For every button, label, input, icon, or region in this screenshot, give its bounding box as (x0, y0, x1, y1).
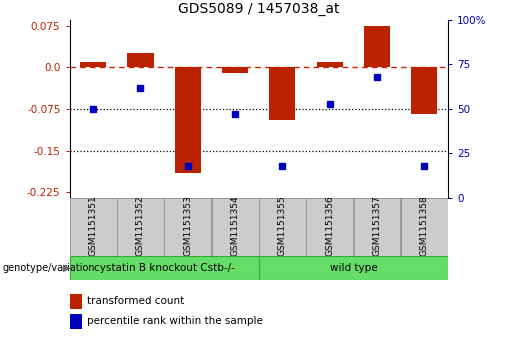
Bar (175, 67, 201, 173)
Text: GSM1151353: GSM1151353 (183, 195, 192, 256)
FancyBboxPatch shape (164, 198, 211, 256)
Text: GSM1151354: GSM1151354 (231, 195, 239, 256)
FancyBboxPatch shape (401, 198, 448, 256)
Text: wild type: wild type (330, 263, 377, 273)
Text: ▶: ▶ (63, 263, 71, 273)
Text: GSM1151352: GSM1151352 (136, 195, 145, 256)
Bar (128, 53, 153, 67)
FancyBboxPatch shape (354, 198, 401, 256)
Bar (222, 67, 248, 73)
FancyBboxPatch shape (70, 256, 259, 280)
Text: GSM1151355: GSM1151355 (278, 195, 287, 256)
FancyBboxPatch shape (212, 198, 259, 256)
FancyBboxPatch shape (259, 256, 448, 280)
Text: GSM1151356: GSM1151356 (325, 195, 334, 256)
Text: transformed count: transformed count (87, 296, 184, 306)
Text: cystatin B knockout Cstb-/-: cystatin B knockout Cstb-/- (94, 263, 235, 273)
Bar (80, 62, 106, 67)
Text: percentile rank within the sample: percentile rank within the sample (87, 316, 263, 326)
Bar (411, 67, 437, 114)
Bar (269, 67, 296, 120)
Text: GSM1151358: GSM1151358 (420, 195, 429, 256)
FancyBboxPatch shape (117, 198, 164, 256)
Text: GSM1151357: GSM1151357 (372, 195, 382, 256)
Text: GSM1151351: GSM1151351 (89, 195, 98, 256)
FancyBboxPatch shape (70, 198, 116, 256)
Bar (317, 62, 343, 67)
FancyBboxPatch shape (259, 198, 306, 256)
Title: GDS5089 / 1457038_at: GDS5089 / 1457038_at (178, 2, 339, 16)
Text: genotype/variation: genotype/variation (3, 263, 95, 273)
FancyBboxPatch shape (306, 198, 353, 256)
Bar (364, 25, 390, 67)
